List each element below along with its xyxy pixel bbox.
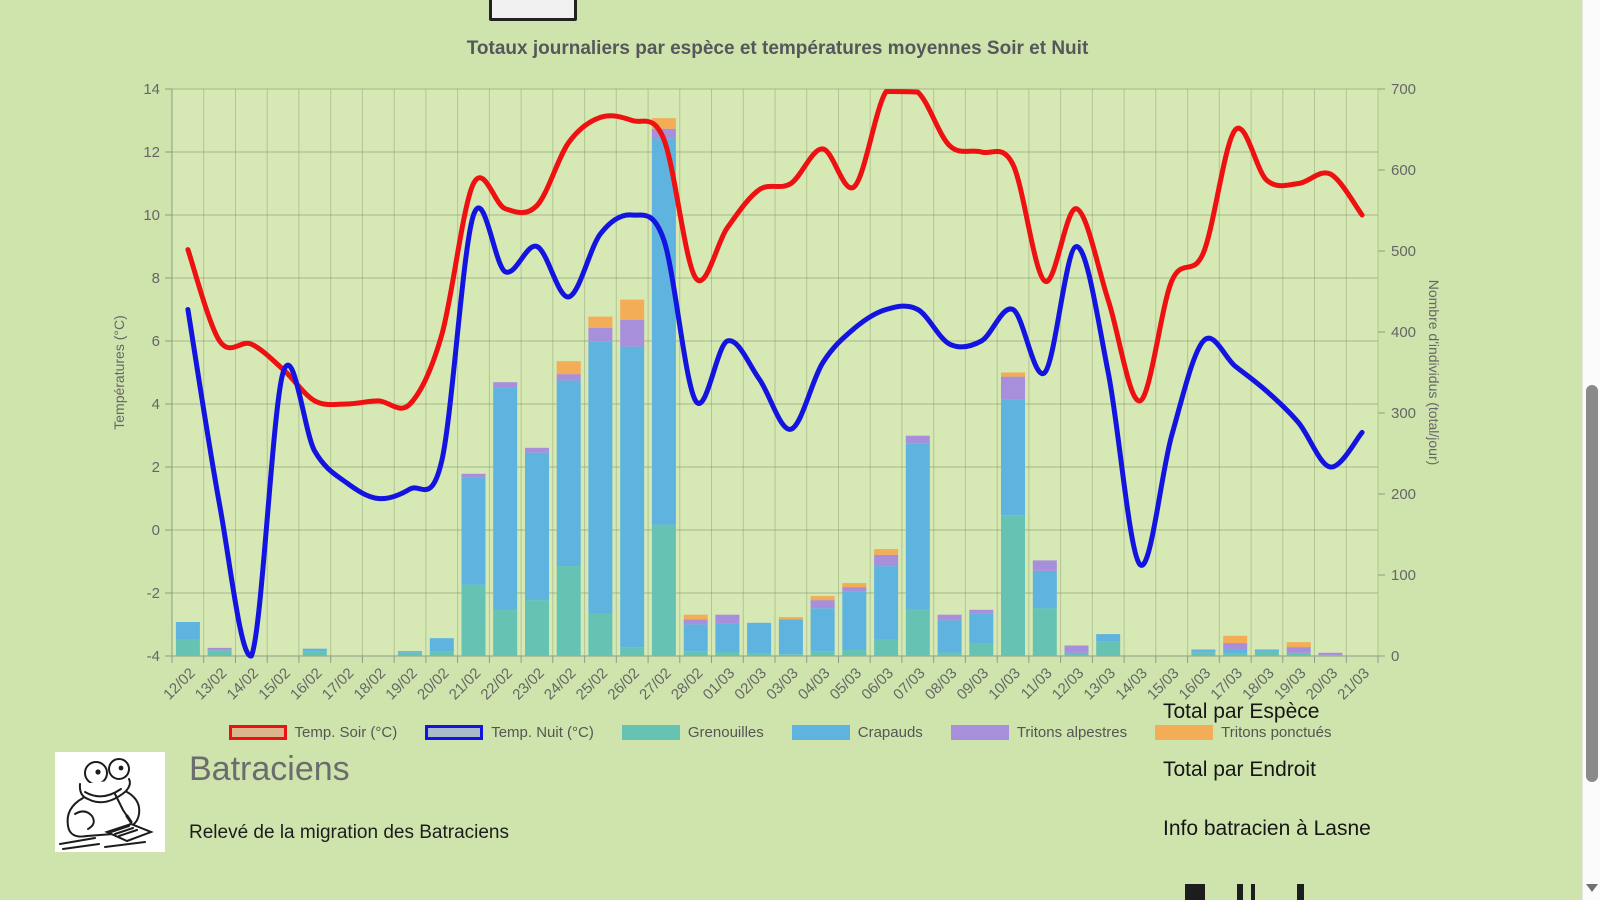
svg-text:10: 10 xyxy=(143,207,160,224)
app-subtitle: Relevé de la migration des Batraciens xyxy=(189,822,510,843)
tritons-alpestres-swatch xyxy=(950,725,1009,740)
partial-link-fragment xyxy=(1237,884,1243,900)
app-title: Batraciens xyxy=(189,750,350,788)
svg-text:13/03: 13/03 xyxy=(1080,665,1119,704)
svg-text:8: 8 xyxy=(152,270,160,287)
migration-chart: -4 -2 0 2 4 6 8 10 12 14 0 100 200 300 400 500 600 700 Tem… xyxy=(111,81,1442,704)
svg-text:Températures (°C): Températures (°C) xyxy=(111,315,127,430)
svg-text:15/03: 15/03 xyxy=(1144,665,1183,704)
legend-label: Tritons alpestres xyxy=(1016,724,1128,741)
svg-text:21/02: 21/02 xyxy=(446,665,485,704)
partial-top-button[interactable] xyxy=(489,0,577,21)
legend-label: Crapauds xyxy=(857,724,923,741)
tritons-ponctues-swatch xyxy=(1155,725,1214,740)
scrollbar-thumb[interactable] xyxy=(1586,385,1598,782)
svg-text:200: 200 xyxy=(1391,486,1416,503)
svg-text:05/03: 05/03 xyxy=(827,665,866,704)
svg-text:04/03: 04/03 xyxy=(795,665,834,704)
svg-text:400: 400 xyxy=(1391,324,1416,341)
svg-text:22/02: 22/02 xyxy=(477,665,516,704)
legend-item-tritons-alpestres[interactable]: Tritons alpestres xyxy=(950,724,1128,741)
svg-text:0: 0 xyxy=(152,522,160,539)
svg-text:02/03: 02/03 xyxy=(731,665,770,704)
svg-text:26/02: 26/02 xyxy=(604,665,643,704)
legend-label: Temp. Nuit (°C) xyxy=(491,724,594,741)
svg-text:100: 100 xyxy=(1391,567,1416,584)
svg-text:20/02: 20/02 xyxy=(414,665,453,704)
legend-item-temp-nuit[interactable]: Temp. Nuit (°C) xyxy=(425,724,594,741)
svg-text:500: 500 xyxy=(1391,243,1416,260)
svg-text:12: 12 xyxy=(143,144,160,161)
svg-text:14/02: 14/02 xyxy=(224,665,263,704)
frog-logo-drawing xyxy=(59,758,154,850)
svg-text:-2: -2 xyxy=(147,585,160,602)
svg-text:24/02: 24/02 xyxy=(541,665,580,704)
legend-item-tritons-ponctues[interactable]: Tritons ponctués xyxy=(1155,724,1331,741)
svg-text:15/02: 15/02 xyxy=(255,665,294,704)
svg-text:10/03: 10/03 xyxy=(985,665,1024,704)
svg-text:16/03: 16/03 xyxy=(1176,665,1215,704)
svg-text:20/03: 20/03 xyxy=(1303,665,1342,704)
svg-text:Nombre d'individus (total/jour: Nombre d'individus (total/jour) xyxy=(1426,280,1442,466)
chart-legend: Temp. Soir (°C) Temp. Nuit (°C) Grenouil… xyxy=(150,724,1410,741)
svg-text:03/03: 03/03 xyxy=(763,665,802,704)
svg-text:18/03: 18/03 xyxy=(1239,665,1278,704)
svg-text:16/02: 16/02 xyxy=(287,665,326,704)
partial-link-fragment xyxy=(1185,884,1205,900)
svg-text:28/02: 28/02 xyxy=(668,665,707,704)
temp-nuit-swatch xyxy=(425,725,484,740)
legend-item-grenouilles[interactable]: Grenouilles xyxy=(621,724,764,741)
svg-text:17/02: 17/02 xyxy=(319,665,358,704)
legend-item-temp-soir[interactable]: Temp. Soir (°C) xyxy=(228,724,398,741)
svg-text:23/02: 23/02 xyxy=(509,665,548,704)
grenouilles-swatch xyxy=(621,725,680,740)
svg-text:19/02: 19/02 xyxy=(382,665,421,704)
svg-text:09/03: 09/03 xyxy=(954,665,993,704)
frog-logo xyxy=(55,752,165,852)
svg-text:600: 600 xyxy=(1391,162,1416,179)
temp-soir-swatch xyxy=(228,725,287,740)
svg-text:25/02: 25/02 xyxy=(573,665,612,704)
scrollbar-down-arrow-icon[interactable] xyxy=(1586,884,1598,892)
legend-label: Temp. Soir (°C) xyxy=(294,724,398,741)
svg-text:0: 0 xyxy=(1391,648,1399,665)
svg-text:14/03: 14/03 xyxy=(1112,665,1151,704)
link-info-batracien-lasne[interactable]: Info batracien à Lasne xyxy=(1163,817,1371,840)
svg-text:17/03: 17/03 xyxy=(1207,665,1246,704)
legend-label: Grenouilles xyxy=(687,724,764,741)
crapauds-swatch xyxy=(791,725,850,740)
svg-text:13/02: 13/02 xyxy=(192,665,231,704)
svg-text:08/03: 08/03 xyxy=(922,665,961,704)
scrollbar-track[interactable] xyxy=(1582,0,1600,900)
legend-label: Tritons ponctués xyxy=(1221,724,1332,741)
link-total-par-endroit[interactable]: Total par Endroit xyxy=(1163,758,1316,781)
link-total-par-espece[interactable]: Total par Espèce xyxy=(1163,700,1320,723)
svg-text:07/03: 07/03 xyxy=(890,665,929,704)
svg-text:06/03: 06/03 xyxy=(858,665,897,704)
svg-text:12/03: 12/03 xyxy=(1049,665,1088,704)
svg-text:19/03: 19/03 xyxy=(1271,665,1310,704)
svg-text:01/03: 01/03 xyxy=(700,665,739,704)
svg-text:12/02: 12/02 xyxy=(160,665,199,704)
svg-text:27/02: 27/02 xyxy=(636,665,675,704)
svg-text:14: 14 xyxy=(143,81,160,98)
legend-item-crapauds[interactable]: Crapauds xyxy=(791,724,923,741)
svg-text:6: 6 xyxy=(152,333,160,350)
svg-text:-4: -4 xyxy=(147,648,160,665)
svg-text:2: 2 xyxy=(152,459,160,476)
chart-title: Totaux journaliers par espèce et tempéra… xyxy=(466,38,1089,59)
partial-link-fragment xyxy=(1251,884,1255,900)
svg-text:18/02: 18/02 xyxy=(351,665,390,704)
partial-link-fragment xyxy=(1297,884,1304,900)
svg-text:11/03: 11/03 xyxy=(1018,665,1056,703)
svg-text:700: 700 xyxy=(1391,81,1416,98)
svg-text:4: 4 xyxy=(152,396,160,413)
svg-text:21/03: 21/03 xyxy=(1334,665,1373,704)
svg-text:300: 300 xyxy=(1391,405,1416,422)
